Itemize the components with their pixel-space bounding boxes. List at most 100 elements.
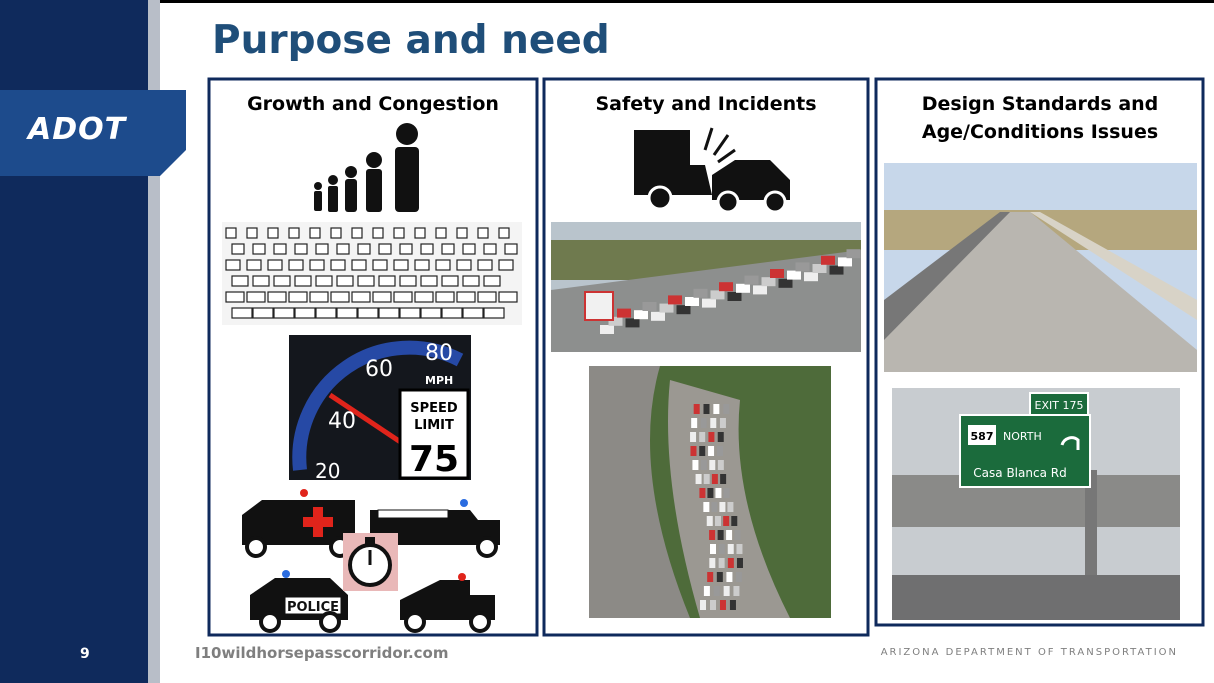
car <box>436 292 454 302</box>
car <box>712 474 718 484</box>
car <box>352 292 370 302</box>
car <box>710 418 716 428</box>
car <box>762 277 776 286</box>
page-number: 9 <box>80 646 90 662</box>
car <box>770 269 784 278</box>
car <box>421 276 437 286</box>
car <box>274 276 290 286</box>
car <box>352 228 362 238</box>
car <box>268 292 286 302</box>
car <box>316 276 332 286</box>
car <box>268 228 278 238</box>
car <box>394 292 412 302</box>
car <box>421 308 441 318</box>
speedometer-number: 40 <box>328 409 356 434</box>
car <box>753 285 767 294</box>
car <box>295 276 311 286</box>
car <box>690 446 696 456</box>
car <box>821 256 835 265</box>
car <box>702 299 716 308</box>
car <box>232 244 244 254</box>
car <box>379 244 391 254</box>
top-border <box>0 0 1214 3</box>
car <box>696 474 702 484</box>
organization: ARIZONA DEPARTMENT OF TRANSPORTATION <box>881 647 1178 658</box>
car <box>728 544 734 554</box>
car <box>478 228 488 238</box>
car <box>847 249 861 258</box>
car <box>728 292 742 301</box>
car <box>728 558 734 568</box>
car <box>253 276 269 286</box>
car <box>699 432 705 442</box>
car <box>720 474 726 484</box>
car <box>499 260 513 270</box>
car <box>715 488 721 498</box>
car <box>710 600 716 610</box>
car <box>779 279 793 288</box>
sign-text: NORTH <box>1003 430 1042 443</box>
car <box>232 308 252 318</box>
car <box>711 290 725 299</box>
car <box>358 276 374 286</box>
car <box>289 260 303 270</box>
car <box>692 460 698 470</box>
car <box>310 292 328 302</box>
car <box>457 292 475 302</box>
car <box>736 284 750 293</box>
car <box>718 432 724 442</box>
car <box>685 297 699 306</box>
car <box>457 260 471 270</box>
car <box>484 276 500 286</box>
speedometer-photo: 80 60 40 20 MPH SPEED LIMIT 75 <box>289 335 471 483</box>
car <box>720 600 726 610</box>
car <box>436 228 446 238</box>
car <box>331 260 345 270</box>
sign-text: LIMIT <box>414 418 454 433</box>
speedometer-unit: MPH <box>425 374 453 387</box>
car <box>708 446 714 456</box>
car <box>677 305 691 314</box>
car <box>337 276 353 286</box>
car <box>723 404 729 414</box>
car <box>838 257 852 266</box>
slide-title: Purpose and need <box>212 18 610 63</box>
car <box>373 228 383 238</box>
car <box>634 310 648 319</box>
car <box>709 530 715 540</box>
car <box>719 502 725 512</box>
car <box>718 460 724 470</box>
car <box>717 446 723 456</box>
car <box>499 292 517 302</box>
slide: 80 60 40 20 MPH SPEED LIMIT 75 POLICE <box>0 0 1214 683</box>
car <box>274 244 286 254</box>
sign-text: SPEED <box>410 401 458 416</box>
car <box>505 244 517 254</box>
car <box>463 276 479 286</box>
car <box>701 460 707 470</box>
sign-photo: EXIT 175 587 NORTH Casa Blanca Rd <box>892 388 1180 620</box>
car <box>415 292 433 302</box>
car <box>442 276 458 286</box>
car <box>719 544 725 554</box>
car <box>651 312 665 321</box>
car <box>253 244 265 254</box>
car <box>316 308 336 318</box>
car <box>352 260 366 270</box>
car <box>730 600 736 610</box>
car <box>253 308 273 318</box>
car <box>415 228 425 238</box>
car <box>478 292 496 302</box>
car <box>499 228 509 238</box>
car <box>289 228 299 238</box>
car <box>478 260 492 270</box>
car <box>232 276 248 286</box>
car <box>736 572 742 582</box>
car <box>457 228 467 238</box>
car <box>274 308 294 318</box>
car <box>421 244 433 254</box>
logo: ADOT <box>28 112 126 147</box>
car <box>699 488 705 498</box>
car <box>442 244 454 254</box>
speedometer-number: 60 <box>365 357 393 382</box>
